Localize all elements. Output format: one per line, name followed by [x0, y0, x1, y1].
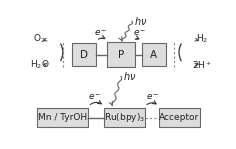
Text: Acceptor: Acceptor	[159, 113, 200, 122]
Text: O$_2$: O$_2$	[33, 33, 46, 45]
Bar	[107, 42, 135, 67]
Text: Mn / TyrOH: Mn / TyrOH	[38, 113, 87, 122]
Bar	[37, 108, 88, 127]
Text: e$^-$: e$^-$	[88, 93, 101, 102]
Text: A: A	[150, 50, 157, 60]
Text: $h\nu$: $h\nu$	[123, 70, 136, 82]
Text: e$^-$: e$^-$	[94, 28, 107, 38]
Text: H$_2$: H$_2$	[196, 33, 208, 45]
Text: P: P	[118, 50, 124, 60]
Bar	[142, 43, 166, 66]
Bar	[159, 108, 200, 127]
Bar	[105, 108, 145, 127]
Text: e$^-$: e$^-$	[132, 28, 146, 38]
Text: $h\nu$: $h\nu$	[134, 15, 147, 27]
Text: e$^-$: e$^-$	[146, 93, 160, 102]
Text: D: D	[80, 50, 88, 60]
Text: H$_2$O: H$_2$O	[30, 58, 49, 71]
Text: Ru(bpy)$_3$: Ru(bpy)$_3$	[104, 111, 145, 124]
Text: 2H$^+$: 2H$^+$	[192, 59, 213, 71]
Bar	[72, 43, 96, 66]
